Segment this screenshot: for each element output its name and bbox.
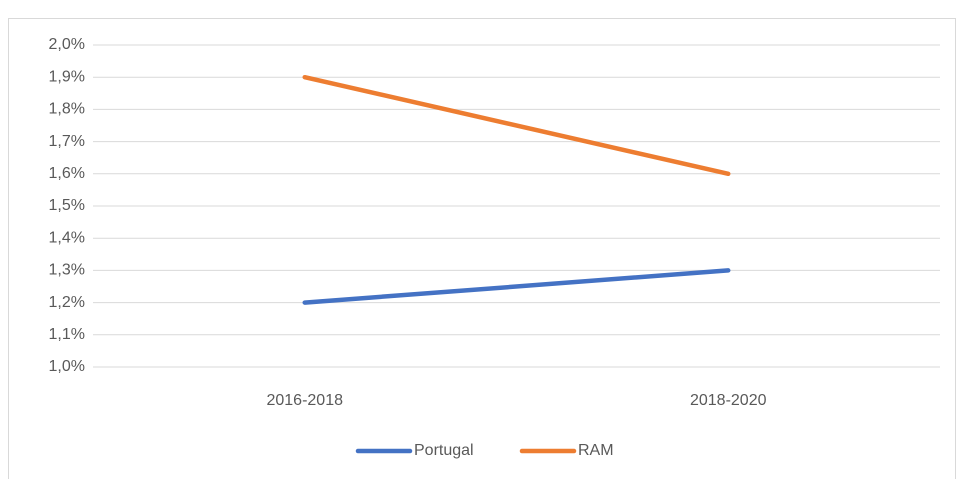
y-tick-label: 1,3% xyxy=(49,262,85,279)
y-tick-label: 1,7% xyxy=(49,133,85,150)
y-tick-label: 1,9% xyxy=(49,68,85,85)
series-line xyxy=(302,74,731,177)
y-tick-label: 1,6% xyxy=(49,165,85,182)
x-tick-label: 2016-2018 xyxy=(266,392,343,409)
y-tick-label: 1,4% xyxy=(49,229,85,246)
x-tick-label: 2018-2020 xyxy=(690,392,767,409)
y-tick-label: 1,1% xyxy=(49,326,85,343)
series-line xyxy=(302,268,731,305)
chart-frame xyxy=(8,18,956,479)
legend-label: Portugal xyxy=(414,442,474,459)
y-tick-label: 1,5% xyxy=(49,197,85,214)
y-tick-label: 1,0% xyxy=(49,358,85,375)
y-tick-label: 2,0% xyxy=(49,36,85,53)
y-tick-label: 1,2% xyxy=(49,294,85,311)
y-tick-label: 1,8% xyxy=(49,101,85,118)
legend-label: RAM xyxy=(578,442,614,459)
